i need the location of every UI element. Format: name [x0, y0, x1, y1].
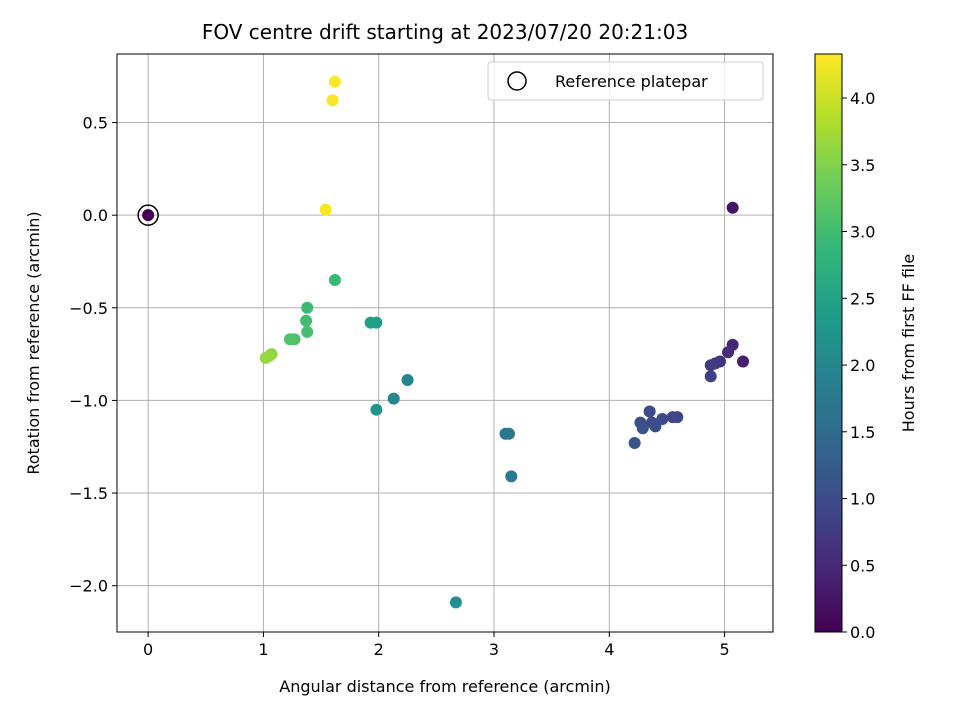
points	[142, 75, 750, 609]
data-point	[370, 403, 383, 416]
plot-frame	[116, 53, 774, 633]
data-point	[300, 314, 313, 327]
reference-marker	[137, 204, 159, 226]
colorbar-ticks: 0.0 0.5 1.0 1.5 2.0 2.5 3.0 3.5 4.0	[842, 89, 875, 642]
colorbar-tick-label: 3.5	[850, 156, 875, 175]
y-tick-label: −1.0	[69, 391, 108, 410]
data-point	[722, 346, 735, 359]
data-point	[704, 359, 717, 372]
x-tick-label: 4	[604, 640, 614, 659]
colorbar-tick-label: 2.5	[850, 289, 875, 308]
data-point	[328, 274, 341, 287]
y-tick-label: −1.5	[69, 484, 108, 503]
colorbar-tick-label: 4.0	[850, 89, 875, 108]
data-point	[505, 470, 518, 483]
colorbar-gradient	[814, 53, 843, 633]
x-tick-label: 2	[374, 640, 384, 659]
data-point	[704, 370, 717, 383]
colorbar-tick-label: 2.0	[850, 356, 875, 375]
colorbar-tick-label: 0.5	[850, 556, 875, 575]
y-tick-label: −2.0	[69, 577, 108, 596]
data-point	[643, 405, 656, 418]
chart-title: FOV centre drift starting at 2023/07/20 …	[202, 20, 688, 44]
data-point	[387, 392, 400, 405]
colorbar: 0.0 0.5 1.0 1.5 2.0 2.5 3.0 3.5 4.0 Hours from f…	[814, 53, 918, 642]
data-point	[142, 209, 155, 222]
data-point	[283, 333, 296, 346]
colorbar-label: Hours from first FF file	[899, 254, 918, 433]
data-point	[726, 201, 739, 214]
y-tick-label: 0.0	[83, 206, 108, 225]
y-tick-label: −0.5	[69, 299, 108, 318]
data-point	[326, 94, 339, 107]
data-point	[301, 301, 314, 314]
data-point	[401, 374, 414, 387]
data-point	[628, 437, 641, 450]
data-point	[319, 203, 332, 216]
legend-reference-icon	[507, 71, 527, 91]
colorbar-tick-label: 1.5	[850, 423, 875, 442]
data-point	[364, 316, 377, 329]
x-axis-label: Angular distance from reference (arcmin)	[279, 677, 610, 696]
data-point	[449, 596, 462, 609]
data-point	[636, 422, 649, 435]
data-point	[301, 325, 314, 338]
axes: 0 1 2 3 4 5 0.5 0.0 −0.5 −1.0 −1.5 −2.0	[69, 53, 774, 659]
legend-entry-reference: Reference platepar	[555, 72, 708, 91]
x-tick-label: 3	[489, 640, 499, 659]
data-point	[328, 75, 341, 88]
grid	[117, 54, 773, 632]
y-tick-label: 0.5	[83, 114, 108, 133]
legend: Reference platepar	[487, 61, 764, 101]
y-axis-label: Rotation from reference (arcmin)	[24, 211, 43, 474]
data-point	[649, 420, 662, 433]
data-point	[502, 427, 515, 440]
data-point	[737, 355, 750, 368]
data-point	[259, 351, 272, 364]
legend-box	[487, 61, 764, 101]
data-point	[666, 411, 679, 424]
x-tick-label: 5	[719, 640, 729, 659]
colorbar-tick-label: 0.0	[850, 623, 875, 642]
colorbar-tick-label: 1.0	[850, 490, 875, 509]
reference-marker-layer	[137, 204, 159, 226]
x-tick-label: 0	[143, 640, 153, 659]
colorbar-tick-label: 3.0	[850, 223, 875, 242]
x-tick-label: 1	[258, 640, 268, 659]
